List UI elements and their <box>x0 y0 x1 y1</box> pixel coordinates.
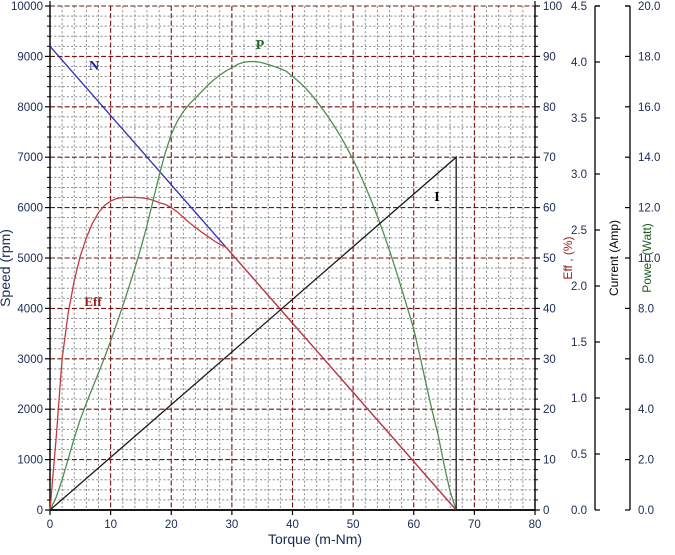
svg-text:8.0: 8.0 <box>638 303 654 315</box>
svg-text:70: 70 <box>468 519 481 531</box>
svg-text:14.0: 14.0 <box>638 152 660 164</box>
svg-text:50: 50 <box>543 253 556 265</box>
svg-text:2.0: 2.0 <box>571 281 587 293</box>
svg-text:1.0: 1.0 <box>571 393 587 405</box>
svg-text:50: 50 <box>347 519 360 531</box>
svg-text:2.5: 2.5 <box>571 225 587 237</box>
svg-text:30: 30 <box>543 354 556 366</box>
svg-text:20: 20 <box>165 519 178 531</box>
svg-text:3.5: 3.5 <box>571 113 587 125</box>
svg-text:Power (Watt): Power (Watt) <box>640 223 654 293</box>
svg-text:60: 60 <box>543 203 556 215</box>
svg-text:30: 30 <box>225 519 238 531</box>
svg-text:70: 70 <box>543 152 556 164</box>
svg-text:I: I <box>434 190 439 205</box>
svg-text:0.0: 0.0 <box>571 505 587 517</box>
svg-text:Current (Amp): Current (Amp) <box>607 220 621 296</box>
svg-text:8000: 8000 <box>17 102 43 114</box>
svg-text:4.5: 4.5 <box>571 1 587 13</box>
svg-text:0: 0 <box>543 505 549 517</box>
svg-text:9000: 9000 <box>17 51 43 63</box>
svg-text:2000: 2000 <box>17 404 43 416</box>
svg-text:5000: 5000 <box>17 253 43 265</box>
svg-text:0: 0 <box>47 519 53 531</box>
svg-text:90: 90 <box>543 51 556 63</box>
svg-text:1000: 1000 <box>17 455 43 467</box>
svg-text:2.0: 2.0 <box>638 455 654 467</box>
svg-text:Eff: Eff <box>84 294 102 309</box>
svg-text:10: 10 <box>543 455 556 467</box>
svg-text:Speed (rpm): Speed (rpm) <box>0 229 13 307</box>
svg-text:40: 40 <box>543 303 556 315</box>
svg-text:40: 40 <box>286 519 299 531</box>
svg-text:0.0: 0.0 <box>638 505 654 517</box>
svg-text:80: 80 <box>529 519 542 531</box>
svg-text:80: 80 <box>543 102 556 114</box>
svg-text:4000: 4000 <box>17 303 43 315</box>
svg-text:10000: 10000 <box>11 1 43 13</box>
svg-text:20: 20 <box>543 404 556 416</box>
svg-text:N: N <box>89 59 99 74</box>
svg-text:16.0: 16.0 <box>638 102 660 114</box>
svg-text:0: 0 <box>37 505 43 517</box>
svg-text:60: 60 <box>407 519 420 531</box>
svg-text:100: 100 <box>543 1 562 13</box>
svg-text:6000: 6000 <box>17 203 43 215</box>
svg-text:4.0: 4.0 <box>571 57 587 69</box>
svg-text:3.0: 3.0 <box>571 169 587 181</box>
svg-text:12.0: 12.0 <box>638 203 660 215</box>
svg-text:0.5: 0.5 <box>571 449 587 461</box>
svg-text:7000: 7000 <box>17 152 43 164</box>
svg-text:3000: 3000 <box>17 354 43 366</box>
svg-text:1.5: 1.5 <box>571 337 587 349</box>
svg-text:18.0: 18.0 <box>638 51 660 63</box>
svg-text:6.0: 6.0 <box>638 354 654 366</box>
svg-text:Eff , (%): Eff , (%) <box>561 236 575 279</box>
svg-text:4.0: 4.0 <box>638 404 654 416</box>
svg-text:10: 10 <box>104 519 117 531</box>
svg-text:Torque (m-Nm): Torque (m-Nm) <box>268 531 362 547</box>
svg-text:P: P <box>256 38 265 53</box>
svg-text:20.0: 20.0 <box>638 1 660 13</box>
